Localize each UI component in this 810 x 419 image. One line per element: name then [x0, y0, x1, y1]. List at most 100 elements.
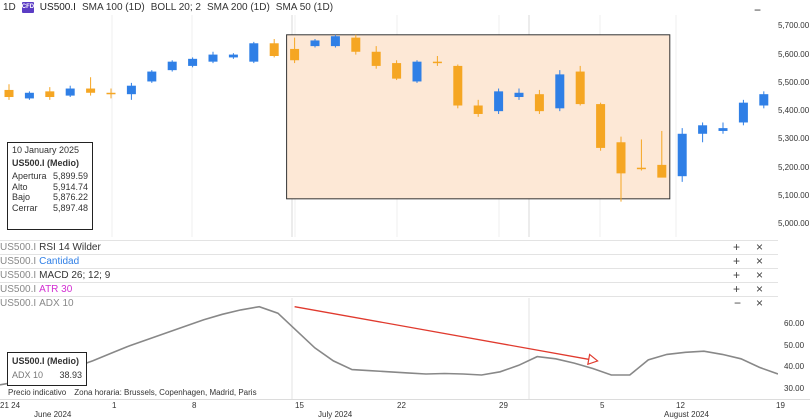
candle — [24, 91, 34, 100]
indicator-row-macd[interactable]: US500.I MACD 26; 12; 9 + × — [0, 268, 778, 281]
adx-tick: 60.00 — [784, 319, 805, 329]
legend-title: US500.I (Medio) — [12, 158, 80, 168]
month-label: July 2024 — [318, 410, 353, 419]
expand-macd-button[interactable]: + — [733, 268, 741, 282]
remove-adx-button[interactable]: × — [756, 296, 764, 310]
price-tick: 5,300.00 — [778, 134, 810, 144]
candle — [494, 88, 504, 114]
candle — [228, 53, 238, 59]
candle — [147, 70, 157, 83]
indicator-row-rsi[interactable]: US500.I RSI 14 Wilder + × — [0, 240, 778, 253]
candle — [759, 91, 769, 109]
price-chart[interactable] — [0, 15, 778, 237]
timeframe-selector[interactable]: 1D — [3, 2, 16, 13]
candle — [514, 88, 524, 100]
indicator-row-atr[interactable]: US500.I ATR 30 + × — [0, 282, 778, 295]
adx-legend-title: US500.I (Medio) — [12, 356, 80, 366]
month-label: August 2024 — [664, 410, 709, 419]
footer-note: Precio indicativo Zona horaria: Brussels,… — [8, 388, 265, 397]
candle — [65, 85, 75, 98]
candle — [677, 128, 687, 182]
price-tick: 5,700.00 — [778, 21, 810, 31]
trend-arrow-line[interactable] — [294, 306, 598, 362]
candle — [45, 87, 55, 100]
cfd-symbol-icon: CFD — [21, 2, 34, 13]
adx-tick: 40.00 — [784, 362, 805, 372]
adx-axis[interactable]: 60.00 50.00 40.00 30.00 — [778, 298, 810, 400]
candle — [167, 60, 177, 72]
candle — [188, 57, 198, 68]
collapse-adx-button[interactable]: − — [734, 296, 742, 310]
indicator-sma100[interactable]: SMA 100 (1D) — [81, 2, 145, 13]
candle — [269, 39, 279, 58]
legend-row-high: Alto 5,914.74 — [12, 181, 88, 192]
month-label: June 2024 — [34, 410, 72, 419]
candle — [106, 88, 116, 99]
time-tick: 21 24 — [0, 401, 21, 410]
remove-macd-button[interactable]: × — [756, 268, 764, 282]
candle — [351, 34, 361, 55]
candle — [616, 136, 626, 202]
price-tick: 5,500.00 — [778, 77, 810, 87]
indicator-sma50[interactable]: SMA 50 (1D) — [275, 2, 334, 13]
price-tick: 5,200.00 — [778, 162, 810, 172]
price-tick: 5,000.00 — [778, 219, 810, 229]
candle — [534, 89, 544, 114]
time-tick: 15 — [295, 401, 304, 410]
ohlc-legend: 10 January 2025 US500.I (Medio) Apertura… — [7, 142, 93, 230]
indicator-row-volume[interactable]: US500.I Cantidad + × — [0, 254, 778, 267]
candle — [412, 60, 422, 83]
candle — [657, 130, 667, 178]
adx-line — [0, 305, 778, 386]
candle — [473, 99, 483, 117]
candle — [718, 122, 728, 134]
legend-row-close: Cerrar 5,897.48 — [12, 202, 88, 213]
price-axis[interactable]: 5,700.00 5,600.00 5,500.00 5,400.00 5,300.00… — [778, 15, 810, 237]
indicator-sma200[interactable]: SMA 200 (1D) — [206, 2, 270, 13]
remove-atr-button[interactable]: × — [756, 282, 764, 296]
time-tick: 1 — [112, 401, 117, 410]
candle — [596, 102, 606, 151]
indicative-price-note: Precio indicativo — [8, 388, 67, 397]
candle — [636, 139, 646, 171]
legend-row-open: Apertura 5,899.59 — [12, 171, 88, 181]
candle — [392, 60, 402, 81]
indicator-row-adx[interactable]: US500.I ADX 10 − × — [0, 296, 778, 309]
trend-arrow-head[interactable] — [587, 353, 599, 366]
candle — [290, 37, 300, 64]
time-axis[interactable]: 21 24 1 8 15 22 29 5 12 19 June 2024 Jul… — [0, 399, 810, 419]
adx-tick: 30.00 — [784, 384, 805, 394]
candle — [698, 122, 708, 143]
chart-header: 1D CFD US500.I SMA 100 (1D) BOLL 20; 2 S… — [0, 0, 810, 15]
highlight-rectangle[interactable] — [286, 34, 671, 200]
price-tick: 5,600.00 — [778, 49, 810, 59]
candle — [4, 84, 14, 100]
time-tick: 22 — [397, 401, 406, 410]
adx-legend-row: ADX 10 38.93 — [12, 370, 82, 380]
legend-row-low: Bajo 5,876.22 — [12, 192, 88, 202]
expand-rsi-button[interactable]: + — [733, 240, 741, 254]
remove-rsi-button[interactable]: × — [756, 240, 764, 254]
timezone-note: Zona horaria: Brussels, Copenhagen, Madr… — [74, 388, 257, 397]
indicator-boll[interactable]: BOLL 20; 2 — [150, 2, 201, 13]
time-tick: 8 — [192, 401, 197, 410]
legend-date: 10 January 2025 — [12, 145, 80, 155]
time-tick: 12 — [676, 401, 685, 410]
adx-tick: 50.00 — [784, 340, 805, 350]
candle — [86, 77, 96, 96]
expand-volume-button[interactable]: + — [733, 254, 741, 268]
price-tick: 5,100.00 — [778, 190, 810, 200]
adx-legend: US500.I (Medio) ADX 10 38.93 — [7, 352, 87, 386]
expand-atr-button[interactable]: + — [733, 282, 741, 296]
candle — [330, 34, 340, 48]
time-tick: 29 — [499, 401, 508, 410]
collapse-main-chart-button[interactable]: − — [754, 3, 762, 17]
adx-chart[interactable] — [0, 298, 778, 400]
candle — [126, 82, 136, 100]
candle — [453, 64, 463, 109]
candle — [310, 39, 320, 48]
remove-volume-button[interactable]: × — [756, 254, 764, 268]
candle — [371, 46, 381, 69]
time-tick: 19 — [776, 401, 785, 410]
symbol-name[interactable]: US500.I — [39, 2, 76, 13]
